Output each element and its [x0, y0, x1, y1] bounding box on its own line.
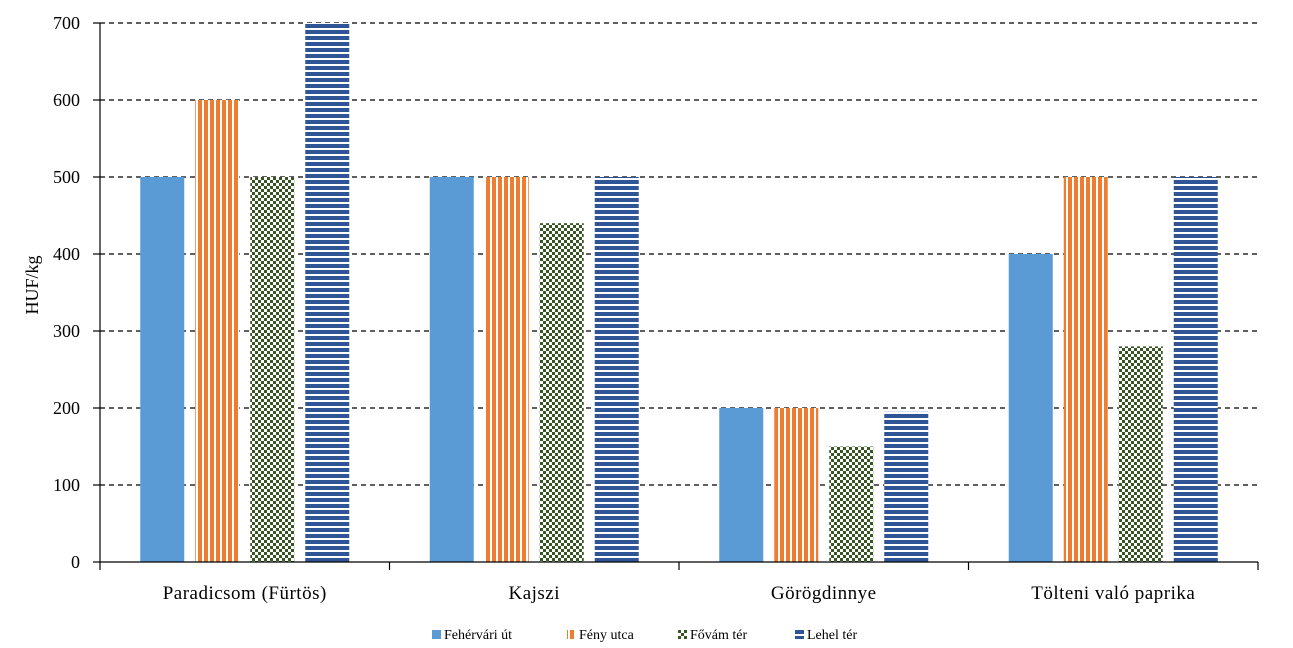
- category-label: Paradicsom (Fürtös): [163, 583, 327, 604]
- category-labels: Paradicsom (Fürtös) Kajszi Görögdinnye Tölt…: [163, 583, 1195, 604]
- bar: [195, 100, 240, 562]
- y-tick-label: 500: [53, 167, 80, 187]
- bar: [539, 223, 584, 562]
- axes: [93, 22, 1259, 570]
- y-tick-label: 600: [53, 90, 80, 110]
- y-tick-label: 100: [53, 475, 80, 495]
- bars: [140, 23, 1218, 562]
- y-tick-label: 400: [53, 244, 80, 264]
- bar: [884, 411, 929, 562]
- legend-label: Fény utca: [579, 628, 635, 643]
- y-tick-label: 0: [71, 552, 80, 572]
- bar: [250, 177, 295, 562]
- bar: [305, 23, 350, 562]
- y-tick-labels: 0 100 200 300 400 500 600 700: [53, 13, 80, 572]
- legend-swatch: [567, 630, 576, 639]
- legend: Fehérvári út Fény utca Fővám tér Lehel tér: [432, 628, 857, 643]
- bar: [1063, 177, 1108, 562]
- bar: [1118, 346, 1163, 562]
- category-label: Kajszi: [508, 583, 560, 604]
- bar: [829, 446, 874, 562]
- bar: [1008, 254, 1053, 562]
- y-tick-label: 200: [53, 398, 80, 418]
- legend-swatch: [678, 630, 687, 639]
- legend-swatch: [795, 630, 804, 639]
- y-tick-label: 300: [53, 321, 80, 341]
- bar: [594, 177, 639, 562]
- bar: [484, 177, 529, 562]
- bar: [140, 177, 185, 562]
- legend-label: Fehérvári út: [444, 628, 512, 643]
- bar: [719, 408, 764, 562]
- bar: [429, 177, 474, 562]
- y-axis-title: HUF/kg: [22, 255, 42, 314]
- category-label: Tölteni való paprika: [1031, 583, 1195, 604]
- legend-label: Fővám tér: [690, 628, 747, 643]
- legend-label: Lehel tér: [807, 628, 857, 643]
- bar: [1173, 177, 1218, 562]
- legend-swatch: [432, 630, 441, 639]
- bar: [774, 408, 819, 562]
- category-label: Görögdinnye: [771, 583, 877, 604]
- y-tick-label: 700: [53, 13, 80, 33]
